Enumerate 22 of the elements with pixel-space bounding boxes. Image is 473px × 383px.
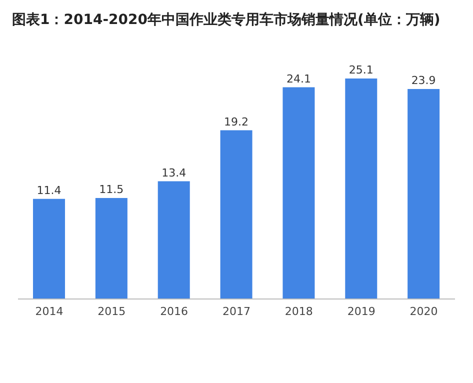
x-tick-label: 2016 xyxy=(160,304,188,318)
bar xyxy=(158,181,190,299)
bar xyxy=(220,130,252,299)
bar xyxy=(95,198,128,299)
bar xyxy=(33,198,65,299)
data-label: 11.4 xyxy=(36,184,62,197)
data-label: 24.1 xyxy=(286,72,311,86)
data-label: 13.4 xyxy=(162,166,186,180)
x-tick-label: 2017 xyxy=(222,304,250,318)
bar xyxy=(345,78,378,299)
data-label: 25.1 xyxy=(348,63,374,76)
bar xyxy=(282,87,315,299)
x-tick-label: 2020 xyxy=(410,304,438,318)
x-tick-label: 2019 xyxy=(347,304,376,318)
x-tick-label: 2018 xyxy=(284,304,313,318)
bar xyxy=(408,89,440,299)
data-label: 19.2 xyxy=(224,115,249,128)
chart-title: 图表1：2014-2020年中国作业类专用车市场销量情况(单位：万辆) xyxy=(11,10,442,30)
data-label: 11.5 xyxy=(99,182,124,196)
x-tick-label: 2014 xyxy=(35,304,64,318)
x-tick-label: 2015 xyxy=(98,304,126,318)
data-label: 23.9 xyxy=(411,74,436,88)
